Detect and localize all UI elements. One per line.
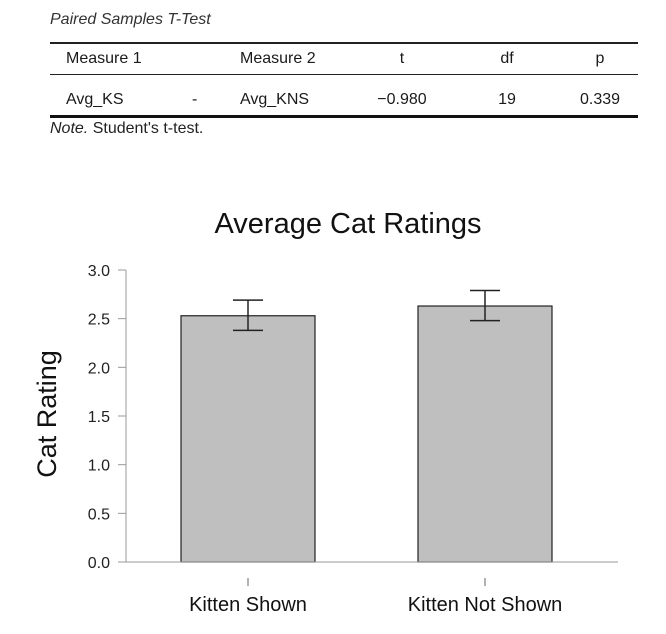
y-tick-label: 0.0 [88,555,110,572]
y-axis-label: Cat Rating [32,350,62,478]
y-tick-label: 1.0 [88,458,110,475]
header-measure-1: Measure 1 [66,50,142,67]
cell-measure-2: Avg_KNS [240,91,310,108]
bar [417,305,553,563]
bar-chart: Average Cat Ratings Cat Rating 0.0 0.5 1.0 1.… [32,208,618,616]
cell-t: −0.980 [377,91,427,108]
header-df: df [500,50,514,67]
table-note-label: Note. [50,120,89,137]
cell-separator: - [192,91,198,108]
header-p: p [595,50,605,67]
y-tick-label: 1.5 [88,409,110,426]
table-title: Paired Samples T-Test [50,11,211,28]
y-tick-label: 2.5 [88,312,110,329]
y-tick-label: 0.5 [88,506,110,523]
bar [180,315,316,563]
table-header-row: Measure 1 Measure 2 t df p [50,43,638,75]
table-row: Avg_KS - Avg_KNS −0.980 19 0.339 [50,75,638,117]
t-test-table: Measure 1 Measure 2 t df p Avg_KS - Avg_… [50,42,638,118]
header-t: t [399,50,405,67]
y-tick-label: 2.0 [88,360,110,377]
x-tick-label: Kitten Not Shown [408,594,563,616]
table-note-text: Student's t-test. [88,120,204,137]
cell-df: 19 [498,91,516,108]
y-tick-label: 3.0 [88,263,110,280]
x-tick-label: Kitten Shown [189,594,307,616]
table-note: Note. Student's t-test. [50,120,203,138]
header-separator [192,43,240,75]
header-measure-2: Measure 2 [240,50,316,67]
cell-measure-1: Avg_KS [66,91,124,108]
chart-title: Average Cat Ratings [214,208,481,240]
cell-p: 0.339 [579,91,621,108]
